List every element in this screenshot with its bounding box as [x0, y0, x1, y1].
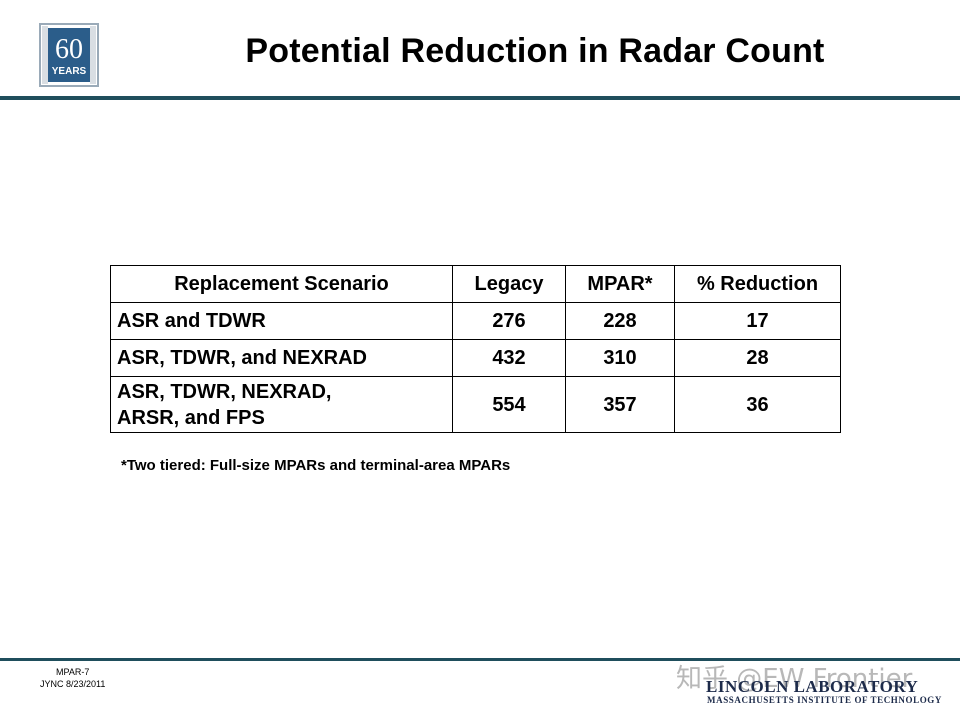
watermark: 知乎 @EW Frontier	[676, 664, 913, 694]
radar-count-table: Replacement Scenario Legacy MPAR* % Redu…	[110, 265, 841, 433]
table-row: ASR, TDWR, and NEXRAD 432 310 28	[110, 339, 841, 377]
svg-text:YEARS: YEARS	[52, 66, 87, 77]
mpar-cell: 228	[565, 302, 675, 340]
header-replacement-scenario: Replacement Scenario	[110, 265, 453, 303]
legacy-cell: 554	[452, 376, 566, 433]
scenario-cell: ASR, TDWR, NEXRAD, ARSR, and FPS	[110, 376, 453, 433]
mpar-cell: 357	[565, 376, 675, 433]
lincoln-laboratory-name: LINCOLN LABORATORY	[706, 677, 919, 696]
slide-identifier: MPAR-7 JYNC 8/23/2011	[40, 666, 105, 690]
header-mpar: MPAR*	[565, 265, 675, 303]
footnote: *Two tiered: Full-size MPARs and termina…	[121, 457, 511, 474]
scenario-cell: ASR, TDWR, and NEXRAD	[110, 339, 453, 377]
scenario-line: ASR, TDWR, NEXRAD,	[117, 380, 332, 403]
table-row: ASR, TDWR, NEXRAD, ARSR, and FPS 554 357…	[110, 376, 841, 433]
slide-title: Potential Reduction in Radar Count	[245, 32, 825, 70]
author-date: JYNC 8/23/2011	[40, 679, 106, 689]
mpar-cell: 310	[565, 339, 675, 377]
slide-id: MPAR-7	[56, 667, 90, 677]
scenario-cell: ASR and TDWR	[110, 302, 453, 340]
header-legacy: Legacy	[452, 265, 566, 303]
reduction-cell: 17	[674, 302, 841, 340]
scenario-line: ARSR, and FPS	[117, 406, 265, 429]
bottom-divider	[0, 658, 960, 661]
sixty-years-logo: 60 YEARS	[39, 23, 99, 87]
top-divider	[0, 96, 960, 100]
legacy-cell: 432	[452, 339, 566, 377]
reduction-cell: 28	[674, 339, 841, 377]
mit-subtitle: MASSACHUSETTS INSTITUTE OF TECHNOLOGY	[707, 695, 943, 705]
svg-text:60: 60	[55, 34, 83, 65]
table-header-row: Replacement Scenario Legacy MPAR* % Redu…	[110, 265, 841, 303]
table-row: ASR and TDWR 276 228 17	[110, 302, 841, 340]
reduction-cell: 36	[674, 376, 841, 433]
header-percent-reduction: % Reduction	[674, 265, 841, 303]
legacy-cell: 276	[452, 302, 566, 340]
